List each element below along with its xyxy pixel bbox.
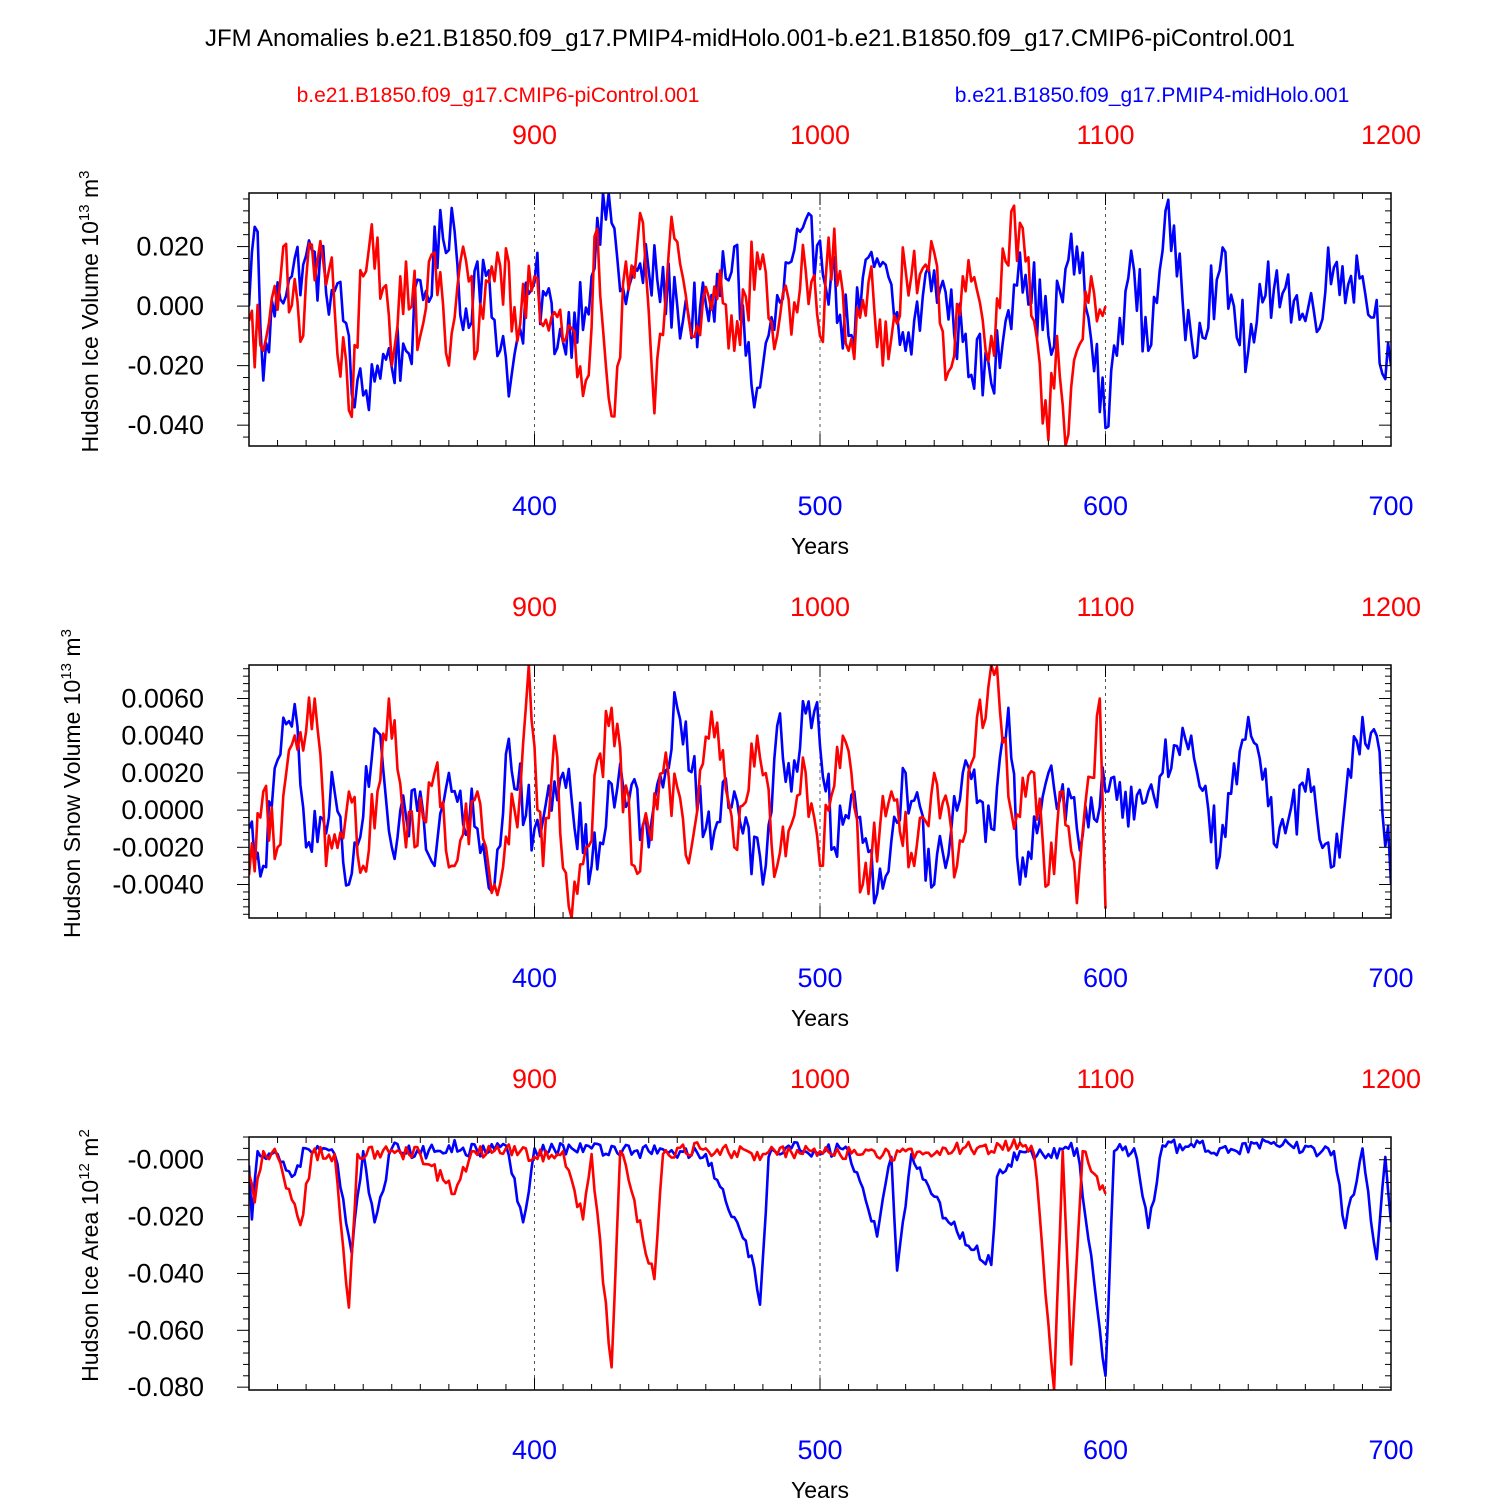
top-tick-label: 900	[512, 1064, 557, 1094]
bottom-tick-label: 400	[512, 491, 557, 521]
y-tick-label: 0.0060	[121, 683, 204, 713]
bottom-tick-label: 500	[797, 491, 842, 521]
y-tick-label: -0.060	[127, 1315, 204, 1345]
y-tick-label: 0.0000	[121, 795, 204, 825]
y-tick-label: -0.080	[127, 1372, 204, 1402]
top-tick-label: 1000	[790, 592, 850, 622]
series-line-blue	[249, 1137, 1391, 1378]
bottom-tick-label: 700	[1368, 963, 1413, 993]
panel-ice-volume: 400 500 600 700 900 1000 1100 1200 Years 0.020 0.0…	[76, 120, 1421, 559]
bottom-tick-label: 600	[1083, 491, 1128, 521]
y-tick-label: -0.000	[127, 1145, 204, 1175]
figure-title: JFM Anomalies b.e21.B1850.f09_g17.PMIP4-…	[205, 25, 1295, 52]
x-axis-label: Years	[791, 1005, 849, 1031]
bottom-tick-label: 400	[512, 963, 557, 993]
bottom-tick-label: 500	[797, 1435, 842, 1465]
panel-ice-area: 400 500 600 700 900 1000 1100 1200 Years -0.000 -0…	[76, 1064, 1421, 1500]
y-tick-label: -0.040	[127, 410, 204, 440]
y-axis-label: Hudson Ice Volume 1013 m3	[76, 170, 103, 452]
top-tick-label: 1200	[1361, 120, 1421, 150]
y-tick-label: -0.0020	[112, 832, 204, 862]
top-tick-label: 1100	[1076, 1064, 1134, 1094]
bottom-tick-label: 700	[1368, 491, 1413, 521]
top-tick-label: 1100	[1076, 120, 1134, 150]
y-tick-label: 0.0020	[121, 758, 204, 788]
legend-blue-label: b.e21.B1850.f09_g17.PMIP4-midHolo.001	[955, 84, 1350, 107]
top-tick-label: 900	[512, 592, 557, 622]
top-tick-label: 900	[512, 120, 557, 150]
top-tick-label: 1100	[1076, 592, 1134, 622]
x-axis-label: Years	[791, 1477, 849, 1500]
series-line-red	[249, 665, 1107, 918]
top-tick-label: 1000	[790, 120, 850, 150]
bottom-tick-label: 500	[797, 963, 842, 993]
bottom-tick-label: 400	[512, 1435, 557, 1465]
panel-snow-volume: 400 500 600 700 900 1000 1100 1200 Years 0.0060 0.…	[58, 592, 1421, 1031]
series-line-blue	[249, 691, 1391, 905]
series-line-blue	[249, 193, 1391, 430]
y-tick-label: -0.0040	[112, 870, 204, 900]
y-tick-label: -0.020	[127, 351, 204, 381]
bottom-tick-label: 700	[1368, 1435, 1413, 1465]
top-tick-label: 1200	[1361, 592, 1421, 622]
y-tick-label: -0.020	[127, 1202, 204, 1232]
y-tick-label: 0.020	[136, 232, 204, 262]
series-line-red	[249, 204, 1107, 446]
y-tick-label: 0.000	[136, 291, 204, 321]
y-axis-label: Hudson Snow Volume 1013 m3	[58, 629, 85, 938]
y-tick-label: 0.0040	[121, 721, 204, 751]
y-tick-label: -0.040	[127, 1258, 204, 1288]
y-axis-label: Hudson Ice Area 1012 m2	[76, 1129, 103, 1382]
series-line-red	[249, 1138, 1107, 1390]
top-tick-label: 1200	[1361, 1064, 1421, 1094]
bottom-tick-label: 600	[1083, 963, 1128, 993]
x-axis-label: Years	[791, 533, 849, 559]
bottom-tick-label: 600	[1083, 1435, 1128, 1465]
legend-red-label: b.e21.B1850.f09_g17.CMIP6-piControl.001	[297, 84, 700, 107]
top-tick-label: 1000	[790, 1064, 850, 1094]
